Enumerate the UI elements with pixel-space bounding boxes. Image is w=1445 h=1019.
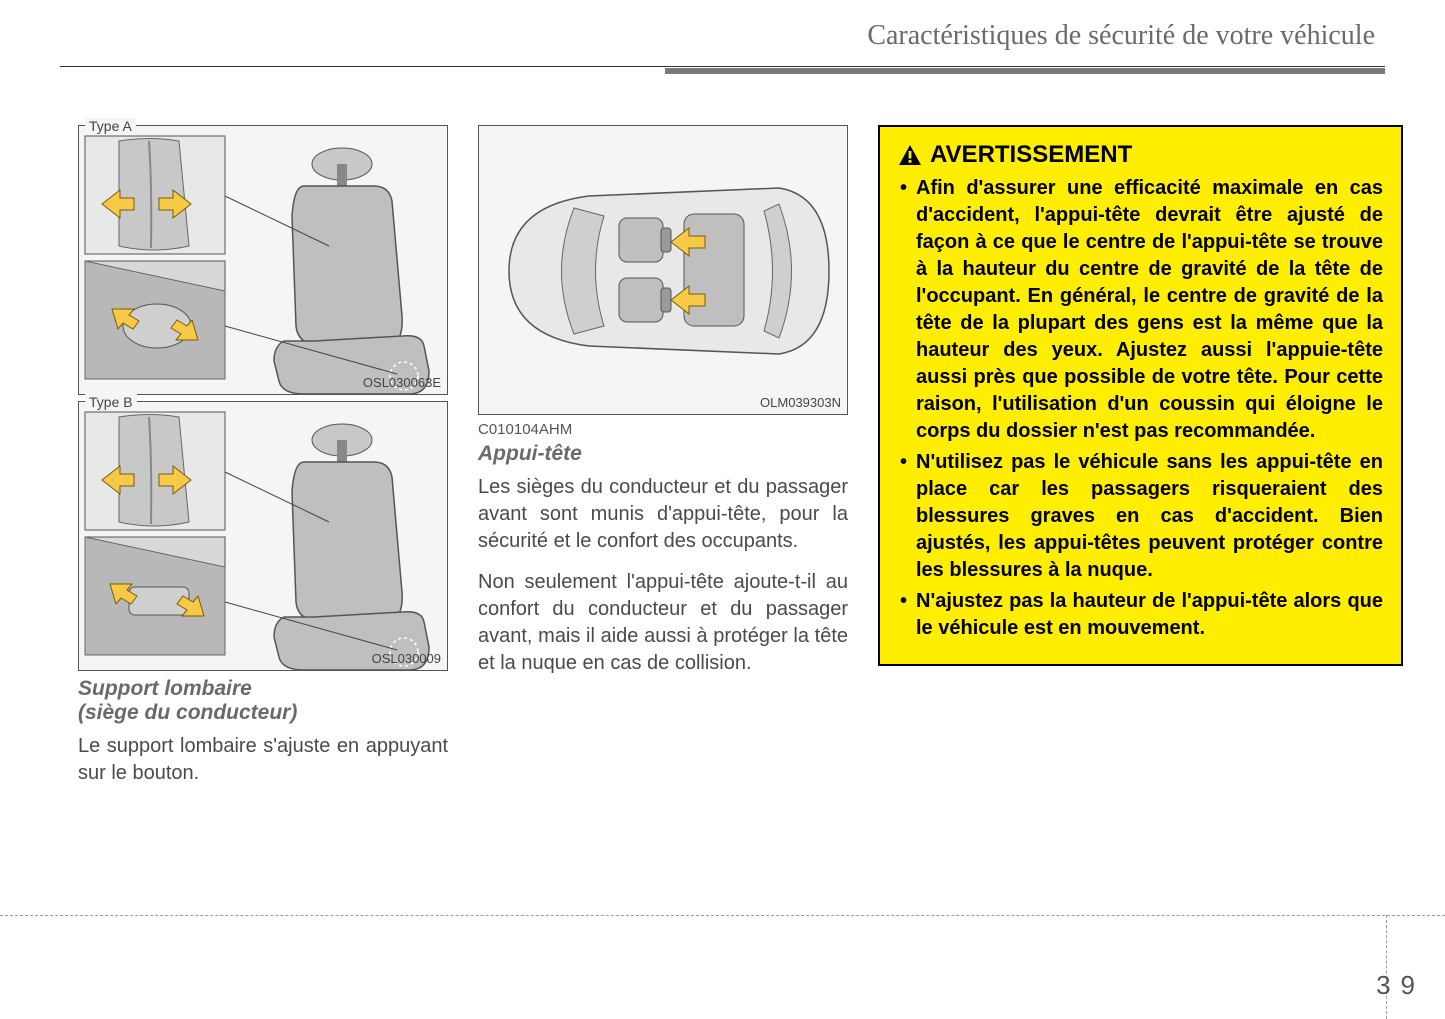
trim-line-vertical	[1386, 915, 1387, 1019]
figure-seat-type-b: Type B	[78, 401, 448, 671]
page-number: 3 9	[1376, 970, 1415, 1001]
trim-line-horizontal	[0, 915, 1445, 916]
figure-car-top: OLM039303N	[478, 125, 848, 415]
warning-title-row: AVERTISSEMENT	[898, 141, 1383, 169]
seat-diagram-a	[79, 126, 449, 396]
warning-box: AVERTISSEMENT Afin d'assurer une efficac…	[878, 125, 1403, 666]
headrest-body-1: Les sièges du conducteur et du passager …	[478, 474, 848, 555]
lumbar-section-title: Support lombaire (siège du conducteur)	[78, 677, 448, 725]
car-top-diagram	[479, 126, 849, 416]
figure-code-b: OSL030009	[372, 651, 441, 666]
seat-diagram-b	[79, 402, 449, 672]
warning-item-2: N'utilisez pas le véhicule sans les appu…	[898, 449, 1383, 584]
column-1: Type A	[78, 125, 448, 801]
chapter-number: 3	[1376, 970, 1390, 1001]
content-columns: Type A	[78, 125, 1385, 801]
column-2: OLM039303N C010104AHM Appui-tête Les siè…	[478, 125, 848, 801]
headrest-section-title: Appui-tête	[478, 442, 848, 466]
warning-triangle-icon	[898, 144, 922, 166]
warning-list: Afin d'assurer une efficacité maximale e…	[898, 175, 1383, 642]
figure-seat-type-a: Type A	[78, 125, 448, 395]
figure-code-a: OSL030063E	[363, 375, 441, 390]
headrest-section-id: C010104AHM	[478, 421, 848, 438]
page-header-title: Caractéristiques de sécurité de votre vé…	[60, 20, 1385, 58]
header-rule	[60, 66, 1385, 67]
header-accent-bar	[665, 68, 1385, 74]
lumbar-body-text: Le support lombaire s'ajuste en appuyant…	[78, 733, 448, 787]
figure-code-car: OLM039303N	[760, 395, 841, 410]
warning-item-3: N'ajustez pas la hauteur de l'appui-tête…	[898, 588, 1383, 642]
warning-title-text: AVERTISSEMENT	[930, 141, 1132, 169]
column-3: AVERTISSEMENT Afin d'assurer une efficac…	[878, 125, 1403, 801]
warning-item-1: Afin d'assurer une efficacité maximale e…	[898, 175, 1383, 445]
headrest-body-2: Non seulement l'appui-tête ajoute-t-il a…	[478, 569, 848, 677]
page-number-value: 9	[1401, 970, 1415, 1001]
page-header: Caractéristiques de sécurité de votre vé…	[60, 20, 1385, 58]
